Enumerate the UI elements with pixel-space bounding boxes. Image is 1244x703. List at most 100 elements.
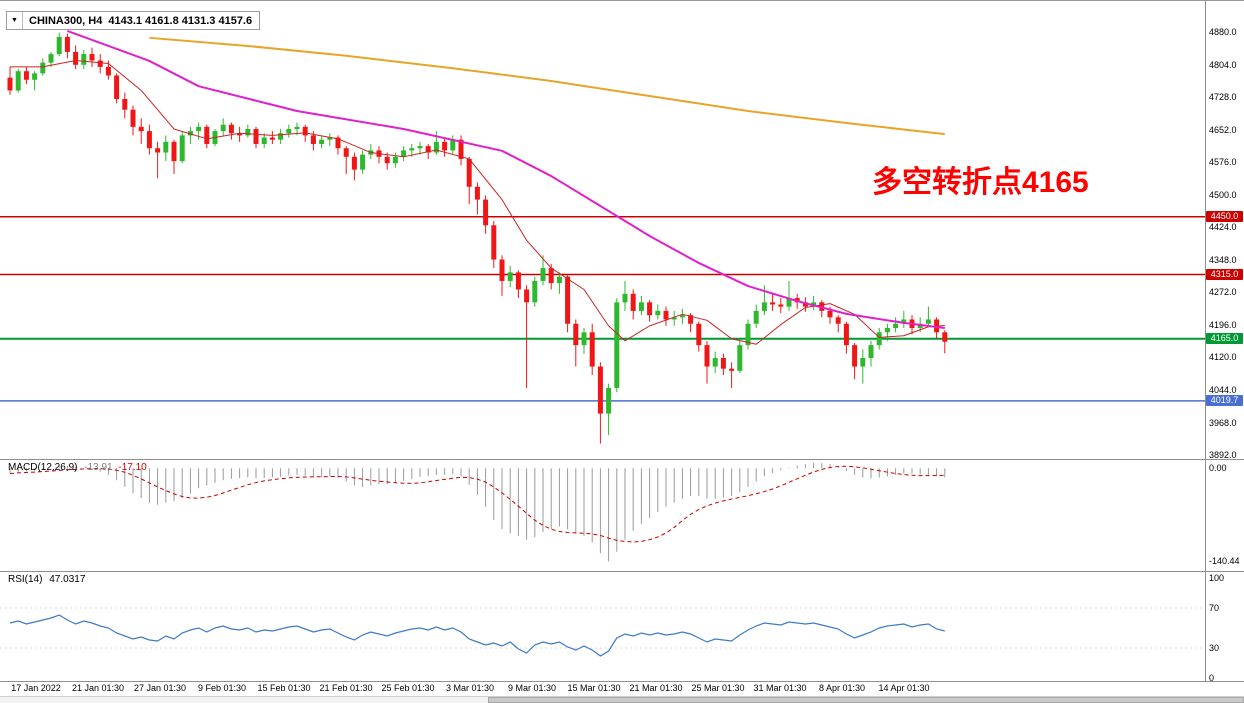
price-tag-4450.0: 4450.0 [1206, 211, 1243, 223]
candle-body [122, 99, 128, 110]
macd-panel-canvas[interactable] [0, 459, 1205, 571]
candle-body [319, 139, 325, 144]
candle-body [384, 156, 390, 164]
rsi-name: RSI(14) [8, 574, 43, 585]
candle-body [105, 66, 111, 76]
candle-body [302, 126, 308, 136]
candle-body [237, 133, 243, 136]
time-tick-label: 25 Mar 01:30 [691, 683, 745, 693]
candle-body [720, 357, 726, 369]
candle-body [606, 387, 612, 414]
candle-body [893, 323, 899, 329]
macd-signal-line [9, 465, 945, 543]
price-axis-separator [1205, 1, 1206, 681]
candle-body [220, 124, 226, 132]
price-tag-4165.0: 4165.0 [1206, 333, 1243, 345]
price-tick-label: 4652.0 [1209, 124, 1237, 135]
candle-body [146, 131, 152, 149]
candle-body [401, 150, 407, 157]
annotation-text: 多空转折点4165 [872, 166, 1089, 199]
h-scrollbar-thumb[interactable] [488, 697, 1244, 703]
price-tick-label: 4272.0 [1209, 287, 1237, 298]
candle-body [827, 310, 833, 318]
candle-body [409, 148, 415, 151]
candle-body [491, 225, 497, 260]
candle-body [499, 259, 505, 281]
candle-body [64, 36, 70, 52]
candle-body [786, 298, 792, 307]
candle-body [622, 293, 628, 303]
candle-body [269, 137, 275, 140]
candle-body [310, 135, 316, 144]
candle-body [138, 126, 144, 132]
time-tick-label: 21 Jan 01:30 [71, 683, 125, 693]
candle-body [458, 139, 464, 159]
candle-body [614, 302, 620, 388]
time-tick-label: 3 Mar 01:30 [445, 683, 495, 693]
main-chart-canvas[interactable] [0, 1, 1205, 459]
candle-body [581, 332, 587, 346]
rsi-tick-label: 100 [1209, 572, 1225, 583]
candle-body [925, 319, 931, 324]
candle-body [343, 148, 349, 157]
time-axis[interactable]: 17 Jan 2022 21 Jan 01:30 27 Jan 01:30 9 Feb… [0, 683, 1205, 696]
macd-indicator-label: MACD(12,26,9) -13.91 -17.10 [8, 462, 147, 473]
price-tick-label: 3968.0 [1209, 417, 1237, 428]
time-axis-separator [0, 681, 1244, 682]
candle-body [589, 332, 595, 367]
candle-body [753, 310, 759, 324]
candle-body [548, 268, 554, 284]
candle-body [245, 128, 251, 136]
candle-body [532, 280, 538, 303]
candle-body [507, 272, 513, 281]
candle-body [663, 310, 669, 320]
candle-body [843, 323, 849, 346]
panel-separator-macd[interactable] [0, 459, 1244, 460]
candle-body [630, 293, 636, 311]
price-tick-label: 4576.0 [1209, 157, 1237, 168]
candle-body [565, 276, 571, 324]
candle-body [466, 158, 472, 187]
panel-separator-rsi[interactable] [0, 571, 1244, 572]
candle-body [835, 317, 841, 324]
candle-body [901, 319, 907, 324]
candle-body [114, 75, 120, 100]
candle-body [524, 289, 530, 303]
price-axis[interactable]: 4880.0 4804.0 4728.0 4652.0 4576.0 4500.0 4424… [1206, 1, 1244, 683]
candle-body [860, 357, 866, 367]
candle-body [647, 302, 653, 316]
price-tick-label: 4880.0 [1209, 27, 1237, 38]
candle-body [696, 323, 702, 346]
rsi-tick-label: 30 [1209, 642, 1220, 653]
collapse-chart-button[interactable]: ▼ [7, 12, 23, 29]
time-tick-label: 8 Apr 01:30 [818, 683, 866, 693]
candle-body [852, 345, 858, 367]
candle-body [97, 60, 103, 67]
time-tick-label: 17 Jan 2022 [11, 683, 61, 693]
candle-body [48, 54, 54, 63]
candle-body [204, 126, 210, 144]
candle-body [351, 156, 357, 170]
time-tick-label: 31 Mar 01:30 [753, 683, 807, 693]
candle-body [802, 302, 808, 307]
macd-tick-label: 0.00 [1209, 462, 1227, 473]
candle-body [196, 126, 202, 132]
candle-body [163, 141, 169, 153]
rsi-panel-canvas[interactable] [0, 571, 1205, 681]
rsi-line [9, 614, 945, 657]
candle-body [450, 139, 456, 151]
candle-body [392, 156, 398, 164]
candle-body [179, 135, 185, 162]
candle-body [56, 36, 62, 55]
candle-body [187, 131, 193, 136]
time-tick-label: 15 Mar 01:30 [567, 683, 621, 693]
ma-mid-magenta-line [67, 30, 945, 330]
candle-body [868, 345, 874, 358]
candle-body [40, 62, 46, 74]
time-tick-label: 21 Feb 01:30 [319, 683, 373, 693]
candle-body [474, 186, 480, 200]
candle-body [942, 332, 948, 342]
candle-body [884, 328, 890, 333]
candle-body [770, 302, 776, 305]
candle-body [7, 77, 13, 91]
